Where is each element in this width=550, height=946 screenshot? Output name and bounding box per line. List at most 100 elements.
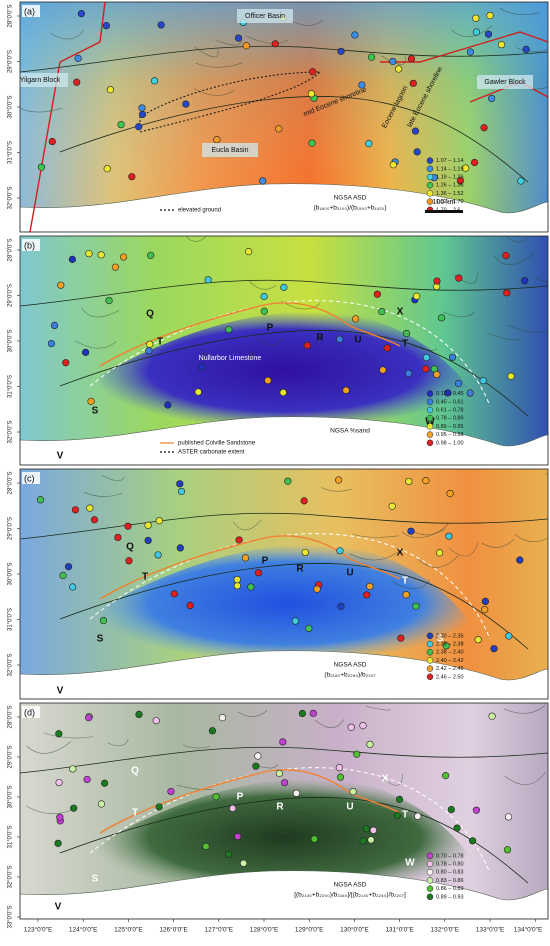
- sample-site: [176, 544, 184, 552]
- drainage: [534, 276, 548, 283]
- legend-label: 0.78 – 0.89: [436, 416, 464, 422]
- sample-site: [503, 846, 512, 854]
- drainage: [515, 47, 548, 52]
- map-body: Q X P R U T T S W V 0.70 – 0.78 0.78 – 0.80 0.80 – 0…: [20, 703, 548, 919]
- sample-site: [77, 10, 86, 18]
- legend-swatch: [426, 665, 434, 672]
- drainage: [380, 55, 406, 65]
- lon-tick-label: 127°0'0"E: [205, 926, 234, 934]
- sample-site: [522, 45, 530, 54]
- sample-site: [521, 277, 529, 285]
- elevated-ground: [139, 71, 322, 133]
- ocean: [20, 416, 548, 465]
- sample-site: [480, 124, 488, 132]
- sample-site: [488, 94, 496, 103]
- drainage: [289, 803, 329, 814]
- sample-site: [87, 397, 95, 405]
- drainage: [193, 88, 235, 96]
- drainage: [442, 311, 476, 318]
- sample-site: [335, 476, 343, 484]
- legend-title: NGSA ASD: [334, 195, 367, 202]
- legend-swatch: [426, 165, 434, 173]
- sample-site: [422, 477, 430, 485]
- sample-site: [393, 811, 401, 820]
- shoreline: [59, 797, 529, 884]
- drainage: [84, 492, 123, 497]
- lon-tick-label: 125°0'0"E: [114, 926, 143, 934]
- sample-site: [36, 496, 45, 504]
- map-label: S: [92, 406, 99, 417]
- lon-tick-label: 133°0'0"E: [476, 926, 505, 934]
- sample-site: [229, 804, 237, 812]
- legend-swatch: [426, 431, 434, 438]
- sample-site: [145, 347, 153, 355]
- sample-site: [279, 388, 287, 397]
- sample-site: [170, 590, 178, 598]
- sample-site: [82, 348, 90, 356]
- sample-site: [305, 624, 313, 633]
- sample-site: [472, 14, 480, 22]
- lat-tick-label: 33°0'0"S: [8, 905, 14, 928]
- sample-site: [247, 583, 255, 591]
- sample-site: [402, 329, 411, 338]
- sample-site: [468, 837, 477, 845]
- sample-site: [309, 68, 317, 76]
- drainage: [380, 773, 403, 786]
- sample-site: [284, 477, 292, 485]
- map-label: R: [316, 333, 324, 344]
- lat-tick-label: 28°0'0"S: [8, 4, 14, 27]
- legend-swatch: [426, 657, 434, 664]
- drainage: [366, 706, 391, 711]
- sample-site: [69, 583, 77, 591]
- sample-site: [308, 139, 316, 147]
- map-label: U: [354, 335, 361, 346]
- sample-site: [71, 506, 80, 514]
- map-label: Officer Basin: [245, 13, 285, 20]
- legend-swatch: [426, 157, 434, 164]
- drainage: [291, 20, 323, 26]
- sample-site: [409, 79, 417, 87]
- sample-site: [349, 787, 357, 796]
- sample-site: [204, 276, 212, 284]
- sample-site: [106, 86, 114, 94]
- map-body: Officer Basin Yilgarn Block Gawler Block Eu…: [20, 2, 548, 232]
- sample-site: [472, 806, 481, 814]
- sample-site: [363, 591, 371, 599]
- sample-site: [275, 125, 283, 133]
- sample-site: [97, 251, 105, 259]
- sample-site: [369, 826, 378, 834]
- sample-site: [280, 283, 288, 291]
- sample-site: [488, 712, 496, 720]
- sample-site: [301, 548, 309, 557]
- sample-site: [69, 765, 77, 773]
- sample-site: [365, 140, 373, 148]
- sample-site: [447, 805, 455, 814]
- drainage: [246, 35, 289, 44]
- sample-site: [234, 34, 243, 42]
- sample-site: [481, 597, 490, 605]
- legend-swatch: [426, 860, 434, 868]
- drainage: [545, 473, 548, 476]
- drainage: [349, 551, 399, 561]
- sample-site: [260, 307, 268, 315]
- sample-site: [259, 177, 267, 185]
- sample-site: [105, 297, 113, 305]
- drainage: [101, 474, 125, 482]
- sample-site: [103, 165, 111, 173]
- sample-site: [379, 366, 387, 374]
- map-label: T: [402, 339, 408, 350]
- sample-site: [407, 55, 416, 63]
- drainage: [392, 578, 431, 590]
- legend-label: 2.35 – 2.38: [436, 641, 464, 647]
- map-label: T: [132, 808, 138, 819]
- drainage: [314, 719, 344, 728]
- map-label: T: [402, 810, 408, 821]
- legend-swatch: [426, 868, 434, 876]
- sample-site: [442, 642, 450, 650]
- sample-site: [353, 750, 361, 758]
- legend-swatch: [426, 673, 434, 681]
- sample-site: [48, 137, 56, 146]
- sample-site: [62, 359, 70, 367]
- legend-label: 0.80 – 0.83: [436, 870, 464, 876]
- sample-site: [404, 369, 413, 378]
